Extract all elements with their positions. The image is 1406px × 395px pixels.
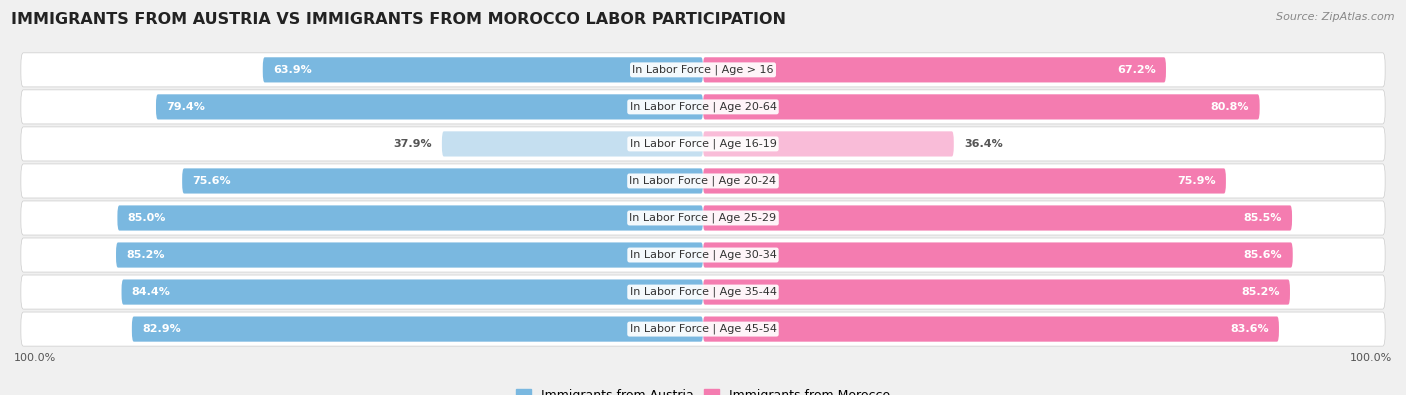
Text: In Labor Force | Age 20-64: In Labor Force | Age 20-64: [630, 102, 776, 112]
FancyBboxPatch shape: [703, 131, 953, 156]
FancyBboxPatch shape: [132, 316, 703, 342]
FancyBboxPatch shape: [21, 275, 1385, 309]
Text: In Labor Force | Age > 16: In Labor Force | Age > 16: [633, 65, 773, 75]
Text: 100.0%: 100.0%: [1350, 353, 1392, 363]
Text: 37.9%: 37.9%: [392, 139, 432, 149]
FancyBboxPatch shape: [21, 127, 1385, 161]
Text: In Labor Force | Age 20-24: In Labor Force | Age 20-24: [630, 176, 776, 186]
FancyBboxPatch shape: [263, 57, 703, 83]
FancyBboxPatch shape: [121, 280, 703, 305]
FancyBboxPatch shape: [703, 243, 1292, 268]
FancyBboxPatch shape: [441, 131, 703, 156]
Text: In Labor Force | Age 16-19: In Labor Force | Age 16-19: [630, 139, 776, 149]
Legend: Immigrants from Austria, Immigrants from Morocco: Immigrants from Austria, Immigrants from…: [510, 384, 896, 395]
Text: 75.6%: 75.6%: [193, 176, 231, 186]
FancyBboxPatch shape: [703, 316, 1279, 342]
Text: 85.2%: 85.2%: [1241, 287, 1279, 297]
FancyBboxPatch shape: [703, 168, 1226, 194]
Text: 80.8%: 80.8%: [1211, 102, 1250, 112]
Text: 83.6%: 83.6%: [1230, 324, 1268, 334]
Text: 63.9%: 63.9%: [273, 65, 312, 75]
Text: IMMIGRANTS FROM AUSTRIA VS IMMIGRANTS FROM MOROCCO LABOR PARTICIPATION: IMMIGRANTS FROM AUSTRIA VS IMMIGRANTS FR…: [11, 12, 786, 27]
Text: 79.4%: 79.4%: [166, 102, 205, 112]
FancyBboxPatch shape: [21, 238, 1385, 272]
FancyBboxPatch shape: [703, 205, 1292, 231]
FancyBboxPatch shape: [21, 53, 1385, 87]
FancyBboxPatch shape: [183, 168, 703, 194]
Text: In Labor Force | Age 25-29: In Labor Force | Age 25-29: [630, 213, 776, 223]
FancyBboxPatch shape: [21, 164, 1385, 198]
Text: 100.0%: 100.0%: [14, 353, 56, 363]
FancyBboxPatch shape: [21, 90, 1385, 124]
Text: 67.2%: 67.2%: [1116, 65, 1156, 75]
Text: 36.4%: 36.4%: [965, 139, 1002, 149]
FancyBboxPatch shape: [21, 201, 1385, 235]
Text: 82.9%: 82.9%: [142, 324, 181, 334]
FancyBboxPatch shape: [703, 57, 1166, 83]
Text: 84.4%: 84.4%: [132, 287, 170, 297]
Text: Source: ZipAtlas.com: Source: ZipAtlas.com: [1277, 12, 1395, 22]
FancyBboxPatch shape: [117, 243, 703, 268]
FancyBboxPatch shape: [117, 205, 703, 231]
Text: 85.2%: 85.2%: [127, 250, 165, 260]
Text: In Labor Force | Age 30-34: In Labor Force | Age 30-34: [630, 250, 776, 260]
Text: 75.9%: 75.9%: [1177, 176, 1216, 186]
Text: 85.6%: 85.6%: [1244, 250, 1282, 260]
Text: In Labor Force | Age 35-44: In Labor Force | Age 35-44: [630, 287, 776, 297]
FancyBboxPatch shape: [21, 312, 1385, 346]
Text: In Labor Force | Age 45-54: In Labor Force | Age 45-54: [630, 324, 776, 334]
FancyBboxPatch shape: [703, 94, 1260, 119]
Text: 85.5%: 85.5%: [1243, 213, 1282, 223]
Text: 85.0%: 85.0%: [128, 213, 166, 223]
FancyBboxPatch shape: [156, 94, 703, 119]
FancyBboxPatch shape: [703, 280, 1289, 305]
